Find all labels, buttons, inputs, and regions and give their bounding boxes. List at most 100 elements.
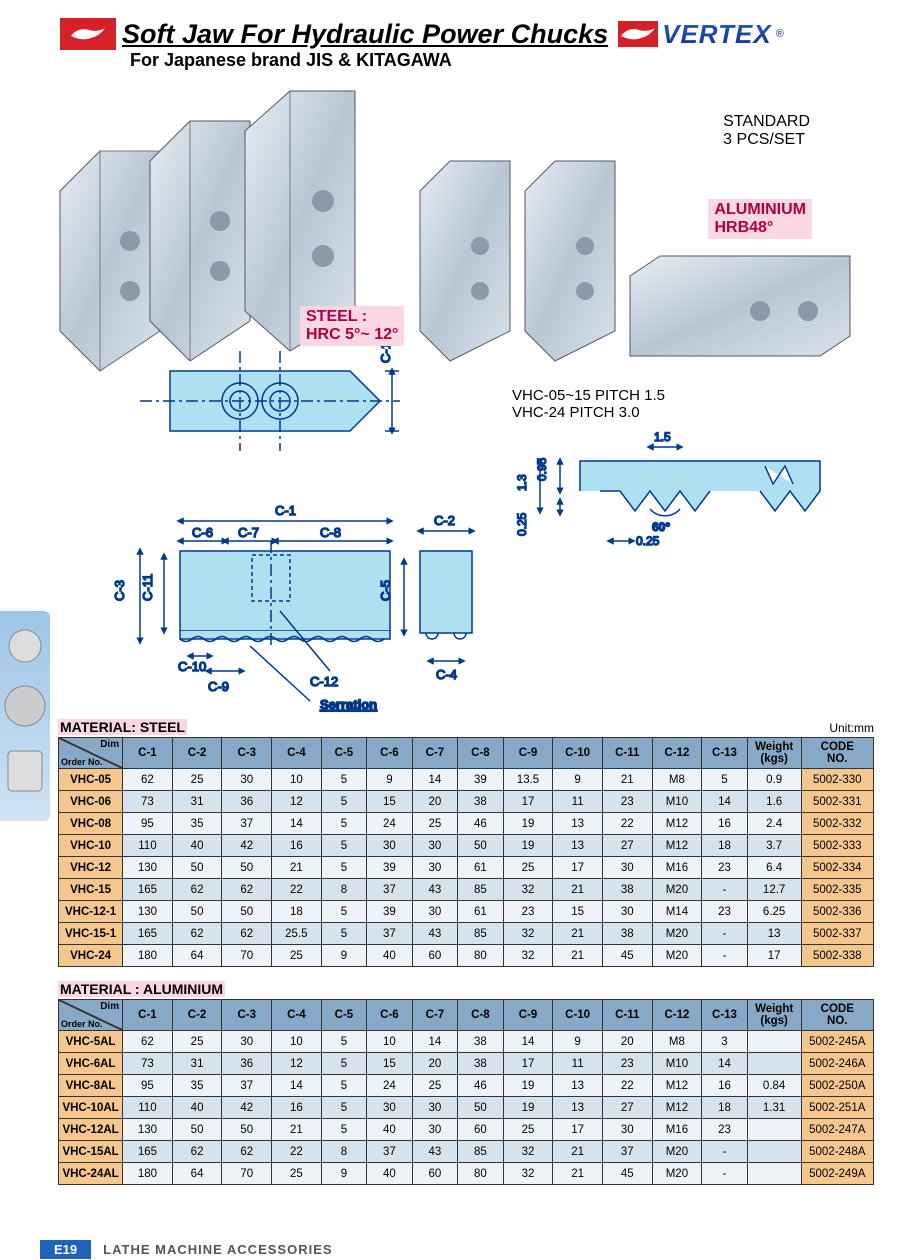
cell: 35 (172, 1075, 222, 1097)
cell: 30 (412, 1119, 458, 1141)
col-header: C-7 (412, 738, 458, 769)
cell: 180 (123, 945, 173, 967)
cell: 13 (747, 923, 801, 945)
cell: M16 (652, 857, 702, 879)
col-header: Weight(kgs) (747, 1000, 801, 1031)
cell: 62 (123, 1031, 173, 1053)
cell: 23 (602, 791, 652, 813)
cell: 19 (503, 813, 553, 835)
page-header: Soft Jaw For Hydraulic Power Chucks VERT… (0, 0, 900, 50)
col-header: C-10 (553, 1000, 603, 1031)
col-header: C-8 (458, 1000, 504, 1031)
cell: 5 (321, 835, 367, 857)
cell: 18 (702, 835, 748, 857)
cell: 25 (503, 1119, 553, 1141)
order-no: VHC-08 (59, 813, 123, 835)
illustration-area: STANDARD3 PCS/SET STEEL :HRC 5°~ 12° ALU… (0, 71, 900, 717)
table-row: VHC-101104042165303050191327M12183.75002… (59, 835, 874, 857)
cell: 165 (123, 923, 173, 945)
table-row: VHC-08953537145242546191322M12162.45002-… (59, 813, 874, 835)
cell: 25 (412, 1075, 458, 1097)
cell: 21 (602, 769, 652, 791)
code-no: 5002-334 (801, 857, 873, 879)
top-view-diagram: C-13 (140, 335, 400, 451)
cell: 5 (321, 1053, 367, 1075)
page-number: E19 (40, 1240, 91, 1259)
order-no: VHC-8AL (59, 1075, 123, 1097)
order-no: VHC-15-1 (59, 923, 123, 945)
cell: 23 (503, 901, 553, 923)
cell: 95 (123, 813, 173, 835)
cell: 5 (321, 813, 367, 835)
pitch-label: VHC-05~15 PITCH 1.5VHC-24 PITCH 3.0 (512, 387, 665, 421)
cell: M12 (652, 813, 702, 835)
code-no: 5002-337 (801, 923, 873, 945)
cell: 35 (172, 813, 222, 835)
cell: 45 (602, 1163, 652, 1185)
col-header: C-13 (702, 1000, 748, 1031)
cell: 14 (503, 1031, 553, 1053)
cell: 11 (553, 1053, 603, 1075)
cell: 22 (602, 1075, 652, 1097)
table-row: VHC-6AL733136125152038171123M10145002-24… (59, 1053, 874, 1075)
svg-text:C-7: C-7 (238, 525, 259, 540)
cell: 20 (412, 791, 458, 813)
cell: 19 (503, 1075, 553, 1097)
cell (747, 1031, 801, 1053)
cell: 130 (123, 901, 173, 923)
cell: 37 (222, 1075, 272, 1097)
cell: 5 (321, 1097, 367, 1119)
cell: 25 (172, 769, 222, 791)
code-no: 5002-251A (801, 1097, 873, 1119)
cell: 43 (412, 879, 458, 901)
cell: 73 (123, 791, 173, 813)
cell: 10 (367, 1031, 413, 1053)
cell: 37 (602, 1141, 652, 1163)
cell: 17 (553, 857, 603, 879)
order-no: VHC-5AL (59, 1031, 123, 1053)
table-row: VHC-10AL1104042165303050191327M12181.315… (59, 1097, 874, 1119)
cell: 42 (222, 1097, 272, 1119)
cell: 31 (172, 791, 222, 813)
cell: 39 (367, 901, 413, 923)
cell: 16 (702, 1075, 748, 1097)
sidebar-machines-icon (0, 611, 50, 821)
code-no: 5002-333 (801, 835, 873, 857)
svg-text:0.25: 0.25 (515, 512, 529, 536)
svg-text:C-6: C-6 (192, 525, 213, 540)
cell: 85 (458, 923, 504, 945)
code-no: 5002-338 (801, 945, 873, 967)
cell: 39 (458, 769, 504, 791)
cell: 14 (412, 1031, 458, 1053)
cell: 62 (222, 923, 272, 945)
cell: 25 (172, 1031, 222, 1053)
cell: 61 (458, 857, 504, 879)
table-row: VHC-151656262228374385322138M20-12.75002… (59, 879, 874, 901)
cell: 62 (172, 923, 222, 945)
cell: 37 (222, 813, 272, 835)
cell: 165 (123, 1141, 173, 1163)
cell: 14 (702, 1053, 748, 1075)
cell: 165 (123, 879, 173, 901)
svg-text:C-4: C-4 (436, 667, 457, 682)
cell: 8 (321, 1141, 367, 1163)
cell: 37 (367, 923, 413, 945)
cell: 40 (172, 1097, 222, 1119)
cell: 17 (747, 945, 801, 967)
order-no: VHC-12-1 (59, 901, 123, 923)
order-no: VHC-12 (59, 857, 123, 879)
cell: 23 (702, 1119, 748, 1141)
serration-detail: 1.5 60° 0.95 1.3 0.25 0.25 (515, 430, 820, 548)
cell: 16 (272, 1097, 322, 1119)
col-header: C-6 (367, 1000, 413, 1031)
cell: 30 (367, 1097, 413, 1119)
cell: 13.5 (503, 769, 553, 791)
steel-table: DimOrder No.C-1C-2C-3C-4C-5C-6C-7C-8C-9C… (58, 737, 874, 967)
cell: 17 (503, 1053, 553, 1075)
table-row: VHC-8AL953537145242546191322M12160.84500… (59, 1075, 874, 1097)
cell: 14 (702, 791, 748, 813)
cell: 20 (412, 1053, 458, 1075)
table-row: VHC-241806470259406080322145M20-175002-3… (59, 945, 874, 967)
cell: 30 (412, 835, 458, 857)
cell: M20 (652, 923, 702, 945)
